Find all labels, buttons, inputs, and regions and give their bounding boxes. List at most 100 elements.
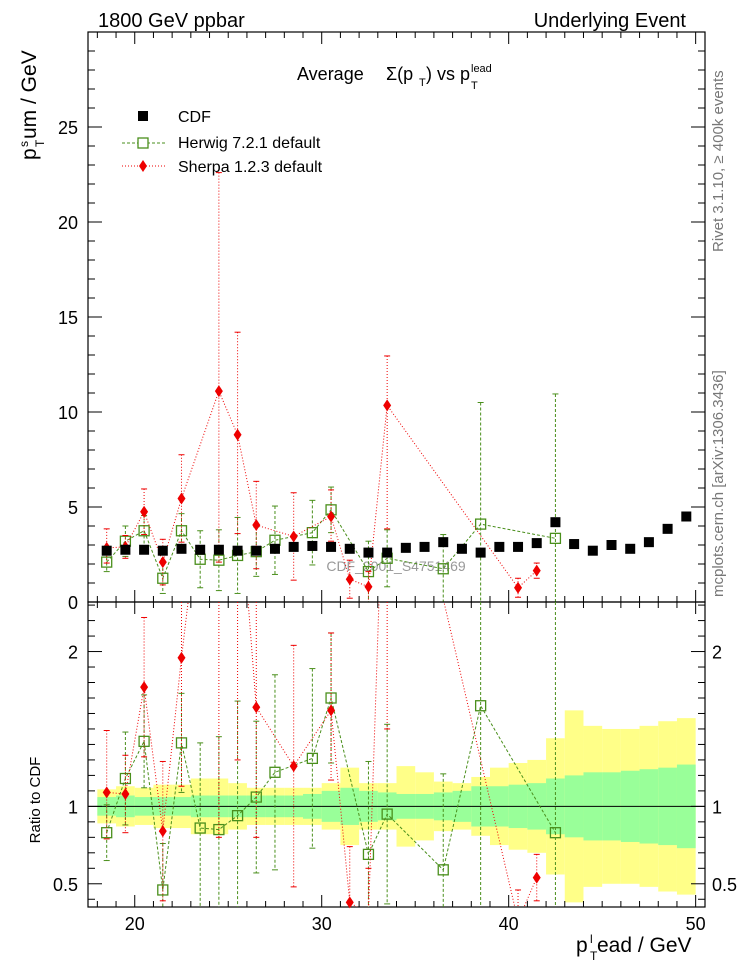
ratio-herwig-point bbox=[549, 827, 562, 839]
main-herwig-point bbox=[306, 527, 319, 539]
ratio-sherpa-point bbox=[140, 681, 149, 694]
ratio-herwig-point bbox=[437, 864, 449, 876]
x-tick-label: 30 bbox=[312, 914, 332, 934]
ratio-herwig-point bbox=[325, 692, 337, 704]
ratio-ylabel: Ratio to CDF bbox=[27, 757, 44, 844]
ratio-y-tick-label-right: 2 bbox=[712, 643, 722, 663]
ratio-herwig-point bbox=[194, 822, 206, 834]
ratio-sherpa-point bbox=[158, 825, 167, 838]
main-cdf-point bbox=[419, 541, 430, 552]
main-herwig-point bbox=[101, 556, 113, 568]
main-sherpa-point bbox=[514, 581, 523, 594]
ylabel-rest: um / GeV bbox=[18, 50, 41, 139]
main-sherpa-point bbox=[214, 385, 223, 398]
ratio-herwig-point bbox=[101, 827, 113, 839]
main-cdf-point bbox=[176, 543, 187, 554]
main-herwig-point bbox=[437, 563, 449, 575]
ratio-herwig-point bbox=[381, 808, 393, 820]
watermark: CDF_2001_S4751469 bbox=[326, 558, 466, 574]
main-herwig-point bbox=[549, 532, 562, 544]
ratio-y-tick-label: 1 bbox=[68, 797, 78, 817]
main-title: Average Σ(p T ) vs p lead T bbox=[297, 63, 492, 92]
header-left: 1800 GeV ppbar bbox=[98, 10, 245, 32]
main-cdf-point bbox=[456, 543, 467, 554]
xlabel-rest: ead / GeV bbox=[597, 934, 692, 957]
ratio-herwig-point bbox=[119, 772, 132, 785]
ratio-y-tick-label: 0.5 bbox=[53, 875, 78, 895]
main-sherpa-point bbox=[289, 530, 298, 543]
legend: CDF Herwig 7.2.1 default Sherpa 1.2.3 de… bbox=[122, 109, 323, 176]
ratio-sherpa-point bbox=[252, 701, 261, 714]
main-sherpa-point bbox=[532, 564, 541, 577]
main-cdf-point bbox=[101, 545, 112, 556]
main-cdf-point bbox=[662, 523, 673, 534]
main-cdf-point bbox=[606, 540, 617, 550]
main-cdf-point bbox=[643, 537, 654, 548]
y-tick-label: 0 bbox=[68, 593, 78, 613]
y-tick-label: 20 bbox=[58, 213, 78, 233]
main-cdf-point bbox=[213, 544, 224, 555]
ylabel-sub: T bbox=[33, 139, 47, 147]
main-cdf-point bbox=[681, 511, 692, 522]
main-sherpa-point bbox=[345, 573, 354, 586]
main-ylabel: p s T um / GeV bbox=[17, 50, 47, 160]
y-tick-label: 15 bbox=[58, 308, 78, 328]
main-cdf-point bbox=[475, 547, 486, 558]
main-cdf-point bbox=[269, 543, 280, 554]
main-cdf-point bbox=[438, 537, 449, 548]
main-sherpa-point bbox=[327, 510, 336, 523]
main-cdf-point bbox=[307, 540, 318, 551]
main-cdf-point bbox=[157, 545, 168, 556]
title-vs: vs p bbox=[437, 64, 470, 84]
main-panel: 0 5 10 15 20 25 bbox=[58, 31, 706, 613]
ratio-herwig-point bbox=[362, 848, 375, 861]
main-cdf-point bbox=[531, 538, 542, 549]
main-cdf-point bbox=[569, 539, 580, 550]
y-tick-label: 25 bbox=[58, 118, 78, 138]
main-cdf-point bbox=[120, 544, 131, 555]
ratio-panel: 20 30 40 500.5 0.51 12 2 bbox=[53, 32, 737, 934]
main-cdf-point bbox=[513, 541, 524, 552]
legend-sherpa-label: Sherpa 1.2.3 default bbox=[178, 159, 323, 176]
title-close: ) bbox=[426, 64, 432, 84]
main-cdf-point bbox=[363, 547, 374, 558]
xlabel: p l T ead / GeV bbox=[576, 932, 692, 963]
main-sherpa-point bbox=[158, 556, 167, 569]
title-main: Average bbox=[297, 64, 364, 84]
ratio-herwig-point bbox=[269, 766, 281, 778]
main-sherpa-line bbox=[106, 389, 538, 589]
main-cdf-point bbox=[400, 542, 411, 553]
y-tick-label: 5 bbox=[68, 498, 78, 518]
title-sub: T bbox=[471, 80, 478, 92]
ratio-sherpa-point bbox=[177, 651, 186, 664]
side-rivet-label: Rivet 3.1.10, ≥ 400k events bbox=[710, 70, 727, 252]
ratio-sherpa-point bbox=[121, 787, 130, 800]
main-cdf-point bbox=[344, 543, 355, 554]
main-cdf-point bbox=[494, 541, 505, 552]
main-cdf-point bbox=[139, 544, 150, 555]
main-cdf-point bbox=[382, 547, 393, 558]
ylabel-sup: s bbox=[17, 141, 31, 147]
main-cdf-point bbox=[232, 545, 243, 556]
ratio-herwig-point bbox=[231, 810, 244, 822]
x-tick-label: 50 bbox=[686, 914, 706, 934]
ratio-sherpa-point bbox=[102, 786, 111, 799]
main-sherpa-point bbox=[252, 519, 261, 532]
title-sigma: Σ(p bbox=[386, 64, 413, 84]
main-sherpa-point bbox=[383, 399, 392, 412]
ratio-sherpa-point bbox=[289, 760, 298, 773]
ratio-y-tick-label: 2 bbox=[68, 643, 78, 663]
main-sherpa-point bbox=[140, 505, 149, 518]
title-sigma-sub: T bbox=[419, 77, 426, 89]
ratio-y-tick-label-right: 0.5 bbox=[712, 875, 737, 895]
ratio-sherpa-point bbox=[327, 704, 336, 717]
main-sherpa-point bbox=[233, 428, 242, 441]
side-mcplots-label: mcplots.cern.ch [arXiv:1306.3436] bbox=[710, 370, 727, 597]
ratio-herwig-point bbox=[306, 752, 319, 765]
main-herwig-point bbox=[194, 553, 206, 565]
xlabel-p: p bbox=[576, 934, 588, 957]
ratio-sherpa-point bbox=[345, 896, 354, 909]
main-cdf-point bbox=[288, 541, 299, 552]
main-cdf-point bbox=[326, 541, 337, 552]
